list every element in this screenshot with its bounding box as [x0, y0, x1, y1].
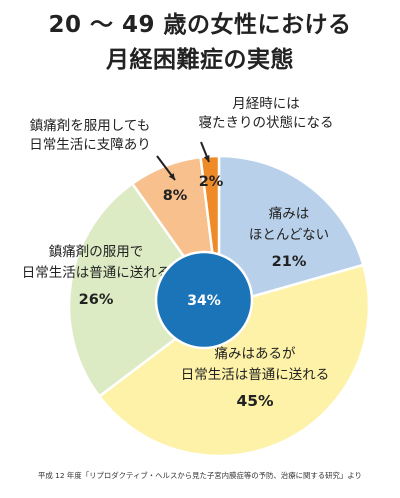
slice-label-2-line-2: 日常生活は普通に送れる — [181, 367, 330, 383]
slice-value-4: 8% — [163, 188, 188, 204]
center-highlight — [154, 250, 254, 350]
leader-arrow-5 — [203, 155, 210, 162]
chart-title-line1: 20 〜 49 歳の女性における — [48, 12, 352, 38]
slice-label-5-line-2: 寝たきりの状態になる — [199, 114, 334, 131]
pie-slice-1 — [217, 154, 365, 308]
slice-label-5-line-1: 月経時には — [232, 96, 300, 112]
source-note: 平成 12 年度「リプロダクティブ・ヘルスから見た子宮内膜症等の予防、治療に関す… — [38, 471, 362, 480]
slice-value-1: 21% — [272, 254, 307, 270]
pie-slice-3 — [67, 181, 221, 399]
pie-slice-2 — [97, 263, 371, 458]
center-value: 34% — [187, 293, 221, 309]
slice-value-2: 45% — [236, 392, 274, 410]
slice-label-4-line-2: 日常生活に支障あり — [29, 137, 151, 153]
slice-label-3-line-1: 鎮痛剤の服用で — [49, 243, 144, 260]
slice-label-1-line-1: 痛みは — [269, 205, 310, 222]
slice-label-3-line-2: 日常生活は普通に送れる — [22, 265, 171, 281]
slice-value-3: 26% — [79, 292, 114, 308]
slice-value-5: 2% — [199, 174, 224, 190]
slice-label-2-line-1: 痛みはあるが — [215, 345, 296, 362]
slice-label-1-line-2: ほとんどない — [249, 227, 329, 243]
leader-arrow-4 — [168, 173, 175, 180]
slice-label-4-line-1: 鎮痛剤を服用しても — [30, 117, 150, 134]
chart-title: 20 〜 49 歳の女性における 月経困難症の実態 — [0, 8, 400, 78]
chart-title-line2: 月経困難症の実態 — [106, 47, 294, 73]
